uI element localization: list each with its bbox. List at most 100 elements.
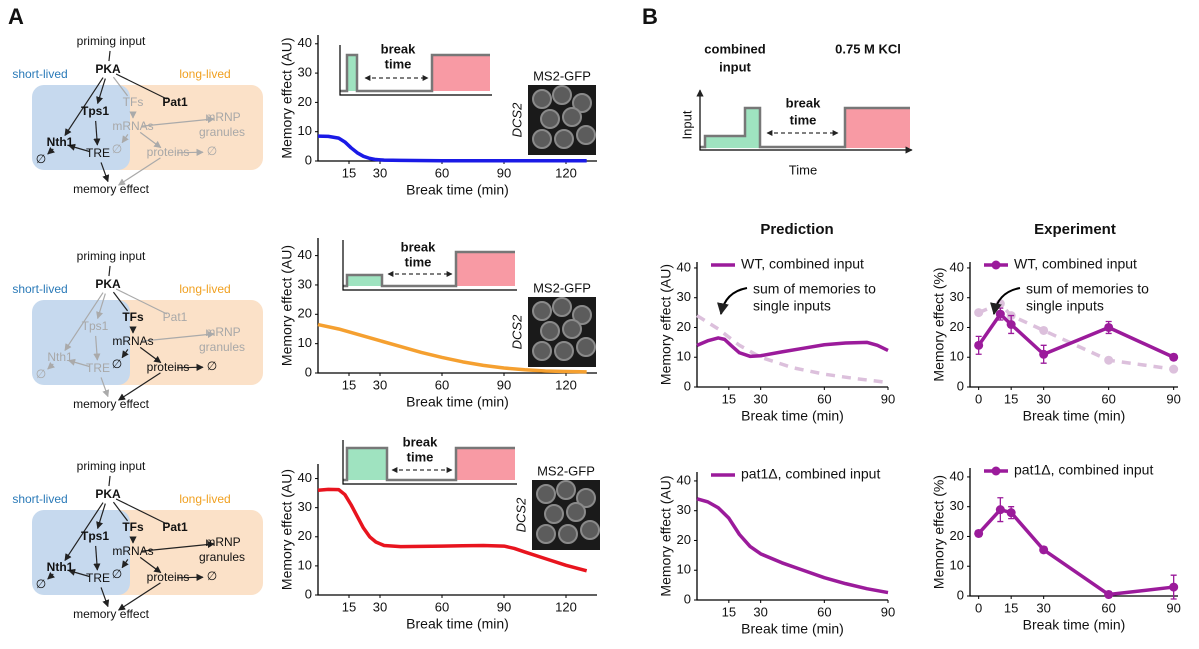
diagram-label: ∅: [112, 357, 122, 371]
cell: [554, 341, 574, 361]
x-tick-label: 60: [1101, 600, 1115, 615]
pathway-arrow: [93, 335, 101, 361]
y-tick-label: 10: [298, 335, 312, 350]
axis-line: [969, 468, 1178, 597]
x-tick-label: 90: [497, 599, 511, 614]
y-tick-label: 0: [305, 152, 312, 167]
pathway-arrow: [108, 475, 111, 487]
y-tick-label: 30: [950, 289, 964, 304]
x-axis-label: Break time (min): [406, 616, 509, 632]
series-line: [317, 322, 587, 374]
data-point: [995, 505, 1005, 515]
break-label: break: [401, 239, 436, 254]
diagram-label: granules: [199, 340, 245, 354]
pathway-arrow: [96, 503, 106, 530]
cell: [562, 319, 582, 339]
diagram-label: long-lived: [179, 492, 230, 506]
cell: [556, 480, 576, 500]
y-tick-label: 10: [298, 557, 312, 572]
y-axis-label: Memory effect (%): [931, 267, 947, 381]
data-point: [1169, 352, 1179, 362]
cell: [544, 504, 564, 524]
cell: [532, 89, 552, 109]
panel-label: A: [8, 4, 24, 29]
y-tick-label: 40: [677, 472, 691, 487]
series-line: [317, 134, 587, 163]
y-tick-label: 40: [298, 247, 312, 262]
input-pulse: [347, 55, 357, 91]
annotation: sum of memories to: [753, 281, 876, 297]
diagram-label: ∅: [112, 567, 122, 581]
break-label: time: [385, 56, 412, 71]
y-tick-label: 20: [950, 528, 964, 543]
y-axis-label: Memory effect (AU): [279, 469, 295, 590]
data-point: [1006, 508, 1016, 518]
short-lived-box: [32, 85, 130, 170]
pathway-arrow: [115, 498, 168, 525]
input-pulse: [705, 136, 745, 148]
break-label: break: [381, 41, 416, 56]
pathway-arrow: [117, 372, 161, 401]
pathway-diagram: priming input PKA short-lived long-lived TFs…: [12, 249, 263, 411]
x-tick-label: 15: [342, 377, 356, 392]
x-tick-label: 60: [435, 165, 449, 180]
gene-label: DCS2: [509, 102, 524, 137]
data-point: [1104, 355, 1114, 365]
pathway-arrow: [117, 582, 161, 611]
diagram-label: TRE: [86, 146, 110, 160]
y-tick-label: 40: [950, 468, 964, 483]
axis-label: Time: [789, 162, 817, 177]
cell: [540, 109, 560, 129]
y-axis-label: Memory effect (AU): [279, 37, 295, 158]
pathway-arrow: [47, 146, 55, 155]
x-tick-label: 15: [722, 391, 736, 406]
break-label: time: [407, 449, 434, 464]
diagram-label: granules: [199, 550, 245, 564]
pathway-arrow: [112, 291, 129, 312]
y-tick-label: 0: [684, 378, 691, 393]
series-line: [696, 497, 889, 595]
y-tick-label: 20: [298, 306, 312, 321]
cell: [540, 321, 560, 341]
cell: [558, 524, 578, 544]
x-tick-label: 30: [753, 391, 767, 406]
cell: [552, 85, 572, 105]
pathway-arrow: [64, 502, 104, 562]
diagram-label: ∅: [112, 142, 122, 156]
pathway-arrow: [67, 568, 90, 578]
short-lived-box: [32, 300, 130, 385]
image-label: MS2-GFP: [537, 463, 595, 478]
diagram-label: proteins: [147, 360, 190, 374]
y-tick-label: 40: [677, 259, 691, 274]
x-tick-label: 15: [722, 604, 736, 619]
diagram-label: Nth1: [47, 350, 73, 364]
pathway-arrow: [100, 377, 110, 398]
schematic-title: combined: [704, 41, 765, 56]
y-tick-label: 30: [950, 498, 964, 513]
y-axis-label: Memory effect (AU): [658, 264, 674, 385]
cell: [572, 93, 592, 113]
short-lived-box: [32, 510, 130, 595]
cell: [532, 341, 552, 361]
x-axis-label: Break time (min): [406, 394, 509, 410]
gene-label: DCS2: [513, 497, 528, 532]
pathway-arrow: [141, 115, 215, 127]
legend-label: pat1Δ, combined input: [1014, 462, 1153, 478]
pathway-arrow: [64, 292, 104, 352]
cell: [572, 305, 592, 325]
y-axis-label: Memory effect (AU): [279, 245, 295, 366]
pathway-arrow: [47, 361, 55, 370]
y-tick-label: 10: [298, 123, 312, 138]
x-tick-label: 120: [555, 377, 577, 392]
break-label: break: [403, 434, 438, 449]
diagram-label: memory effect: [73, 607, 149, 621]
series-line: [317, 487, 588, 573]
diagram-label: priming input: [77, 249, 146, 263]
image-label: MS2-GFP: [533, 280, 591, 295]
data-point: [1039, 349, 1049, 359]
cell: [576, 337, 596, 357]
cell: [576, 488, 596, 508]
cell: [562, 107, 582, 127]
data-point: [1169, 582, 1179, 592]
x-tick-label: 60: [435, 377, 449, 392]
